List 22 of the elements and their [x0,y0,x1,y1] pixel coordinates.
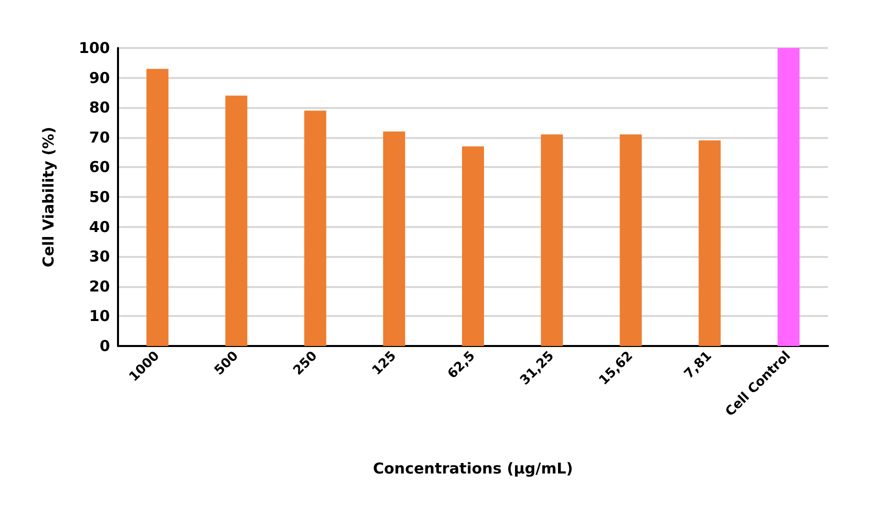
bar [462,146,484,346]
bar [383,131,406,346]
y-tick-label: 90 [89,68,110,87]
y-tick-label: 100 [78,39,110,57]
bar [304,110,326,346]
y-tick-label: 10 [89,307,110,326]
bar [778,48,800,346]
y-tick-label: 40 [89,218,110,236]
y-tick-label: 30 [89,248,110,266]
bar [540,134,563,346]
y-axis-title: Cell Viability (%) [40,126,58,268]
bar [698,140,721,346]
y-tick-label: 60 [89,158,110,176]
y-tick-label: 70 [89,128,110,146]
y-tick-label: 0 [100,337,110,355]
y-tick-label: 20 [89,277,110,296]
y-tick-label: 50 [89,188,110,206]
bar [146,68,168,346]
y-tick-label: 80 [89,98,110,117]
bar [620,134,642,346]
bar [225,96,248,346]
x-axis-title: Concentrations (µg/mL) [372,460,574,478]
